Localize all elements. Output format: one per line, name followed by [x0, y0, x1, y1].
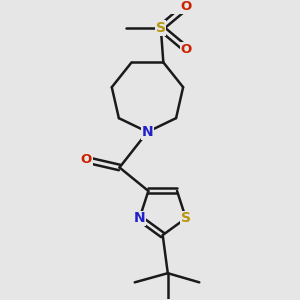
Text: S: S: [181, 211, 191, 225]
Text: S: S: [156, 21, 166, 35]
Text: N: N: [142, 125, 153, 139]
Text: O: O: [81, 153, 92, 167]
Text: O: O: [181, 0, 192, 13]
Text: N: N: [134, 211, 145, 225]
Text: O: O: [181, 43, 192, 56]
